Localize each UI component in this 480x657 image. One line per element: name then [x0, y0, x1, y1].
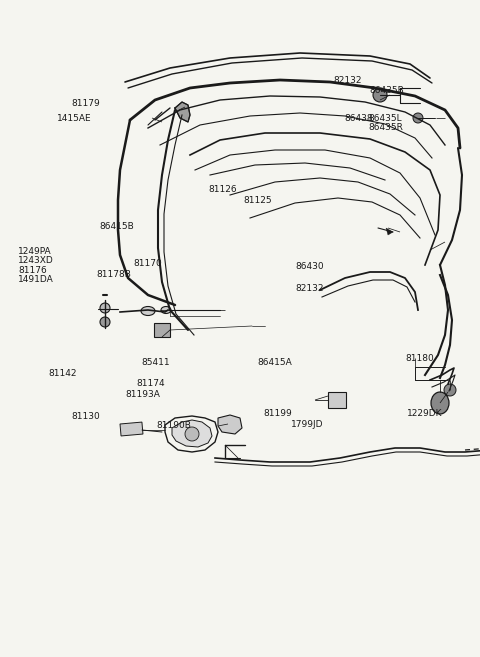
- Circle shape: [413, 113, 423, 123]
- Bar: [154, 323, 170, 337]
- Text: 81179: 81179: [71, 99, 100, 108]
- Text: 1415AE: 1415AE: [57, 114, 91, 123]
- Text: 81180: 81180: [406, 354, 434, 363]
- Polygon shape: [386, 228, 393, 235]
- Circle shape: [444, 384, 456, 396]
- Text: 81130: 81130: [71, 412, 100, 421]
- Bar: [328, 392, 346, 408]
- Text: 86435L: 86435L: [369, 114, 402, 123]
- Text: 86438: 86438: [345, 114, 373, 123]
- Circle shape: [185, 427, 199, 441]
- Text: 81199: 81199: [263, 409, 292, 419]
- Polygon shape: [175, 102, 190, 122]
- Text: 1249PA: 1249PA: [18, 247, 52, 256]
- Ellipse shape: [431, 392, 449, 414]
- Text: 82132: 82132: [334, 76, 362, 85]
- Text: 81193A: 81193A: [126, 390, 161, 399]
- Text: 86415B: 86415B: [99, 222, 133, 231]
- Text: 86415A: 86415A: [257, 358, 292, 367]
- Text: 1799JD: 1799JD: [291, 420, 324, 429]
- Polygon shape: [218, 415, 242, 434]
- Text: 81174: 81174: [137, 379, 166, 388]
- Text: 86430: 86430: [295, 261, 324, 271]
- Circle shape: [100, 317, 110, 327]
- Text: 82132: 82132: [295, 284, 324, 293]
- Text: 1491DA: 1491DA: [18, 275, 54, 284]
- Polygon shape: [172, 420, 212, 447]
- Text: 81126: 81126: [209, 185, 238, 194]
- Text: 81176: 81176: [18, 265, 47, 275]
- Circle shape: [373, 88, 387, 102]
- Text: 1243XD: 1243XD: [18, 256, 54, 265]
- Text: 85411: 85411: [142, 358, 170, 367]
- Text: 81142: 81142: [48, 369, 76, 378]
- Text: 1229DK: 1229DK: [407, 409, 443, 419]
- Text: 86435R: 86435R: [369, 123, 404, 132]
- Text: 86435B: 86435B: [370, 85, 404, 95]
- Circle shape: [100, 303, 110, 313]
- Ellipse shape: [141, 307, 155, 315]
- Text: 81190B: 81190B: [156, 420, 191, 430]
- Text: 81178B: 81178B: [96, 270, 131, 279]
- Text: 81170: 81170: [133, 259, 162, 268]
- Text: 81125: 81125: [244, 196, 273, 205]
- Ellipse shape: [161, 307, 171, 313]
- Bar: [120, 422, 143, 436]
